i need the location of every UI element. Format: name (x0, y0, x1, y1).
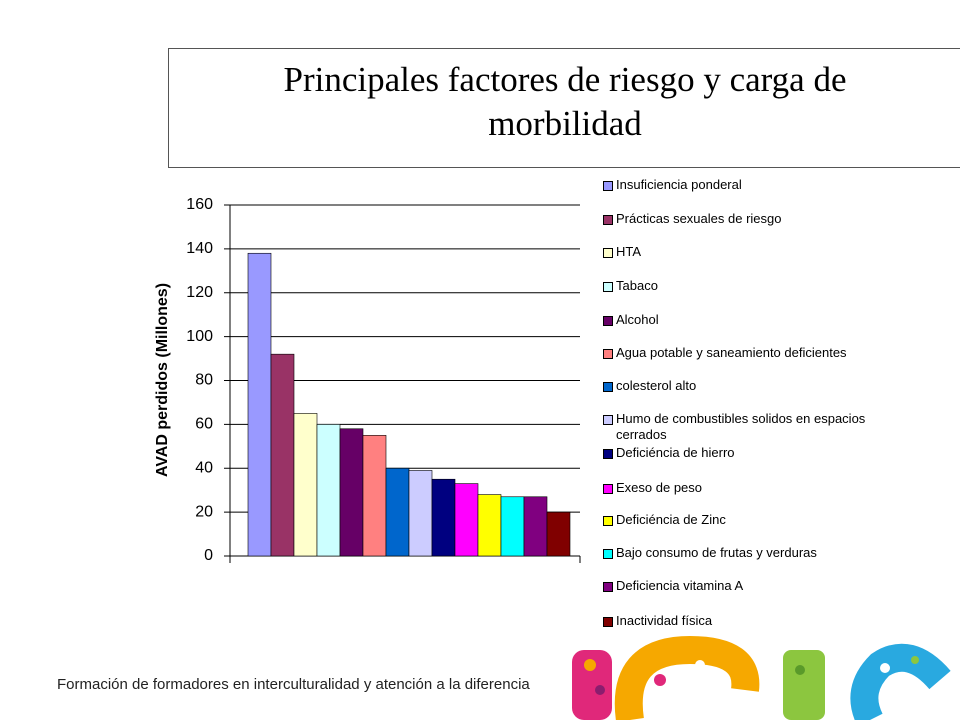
legend-entry: Tabaco (603, 278, 903, 294)
legend-swatch (603, 449, 613, 459)
legend-swatch (603, 248, 613, 258)
y-tick-label: 100 (186, 328, 213, 345)
legend-entry: Insuficiencia ponderal (603, 177, 903, 193)
y-tick-label: 140 (186, 240, 213, 257)
chart-title: Principales factores de riesgo y carga d… (283, 60, 847, 143)
bar (477, 494, 502, 557)
legend-label: Alcohol (616, 312, 659, 327)
bar (454, 483, 479, 557)
legend-label: Bajo consumo de frutas y verduras (616, 545, 817, 560)
bar (431, 478, 456, 557)
y-tick-label: 40 (195, 459, 213, 476)
legend-swatch (603, 382, 613, 392)
legend-swatch (603, 349, 613, 359)
legend-label: Humo de combustibles solidos en espacios… (616, 411, 866, 442)
legend-swatch (603, 516, 613, 526)
bar (247, 252, 272, 557)
y-axis-label: AVAD perdidos (Millones) (154, 283, 171, 477)
legend-swatch (603, 582, 613, 592)
bar (385, 467, 410, 557)
logo (572, 635, 951, 720)
legend-label: Deficiencia vitamina A (616, 578, 744, 593)
legend-entry: Deficiéncia de hierro (603, 445, 903, 461)
bar (270, 353, 295, 557)
y-tick-label: 20 (195, 503, 213, 520)
legend-swatch (603, 282, 613, 292)
legend-entry: Agua potable y saneamiento deficientes (603, 345, 903, 361)
legend-entry: HTA (603, 244, 903, 260)
legend-label: Exeso de peso (616, 480, 703, 495)
legend-entry: Deficiencia vitamina A (603, 578, 903, 594)
legend-swatch (603, 617, 613, 627)
legend-entry: Humo de combustibles solidos en espacios… (603, 411, 903, 443)
legend-label: Inactividad física (616, 613, 713, 628)
title-box (168, 48, 960, 168)
legend-entry: Bajo consumo de frutas y verduras (603, 545, 903, 561)
bar (546, 511, 571, 557)
footer: Formación de formadores en intercultural… (57, 676, 530, 693)
legend-swatch (603, 484, 613, 494)
bar (500, 496, 525, 557)
legend-label: Agua potable y saneamiento deficientes (616, 345, 847, 360)
y-tick-label: 160 (186, 196, 213, 213)
legend-swatch (603, 549, 613, 559)
legend-label: Insuficiencia ponderal (616, 177, 742, 192)
bar (408, 470, 433, 557)
bar (293, 413, 318, 557)
legend-label: colesterol alto (616, 378, 697, 393)
legend-label: Tabaco (616, 278, 658, 293)
y-tick-label: 60 (195, 416, 213, 433)
bar (362, 435, 387, 557)
legend-label: HTA (616, 244, 642, 259)
legend-label: Deficiéncia de hierro (616, 445, 735, 460)
legend-entry: Alcohol (603, 312, 903, 328)
bar (316, 424, 341, 557)
legend-swatch (603, 316, 613, 326)
legend-entry: Deficiéncia de Zinc (603, 512, 903, 528)
legend-entry: Exeso de peso (603, 480, 903, 496)
y-tick-label: 0 (204, 547, 213, 564)
bar (523, 496, 548, 557)
legend-entry: Prácticas sexuales de riesgo (603, 211, 903, 227)
y-tick-label: 80 (195, 372, 213, 389)
legend-entry: colesterol alto (603, 378, 903, 394)
legend-label: Prácticas sexuales de riesgo (616, 211, 782, 226)
bar (339, 428, 364, 557)
legend-swatch (603, 415, 613, 425)
y-tick-label: 120 (186, 284, 213, 301)
legend-entry: Inactividad física (603, 613, 903, 629)
legend-swatch (603, 181, 613, 191)
legend-swatch (603, 215, 613, 225)
legend-label: Deficiéncia de Zinc (616, 512, 726, 527)
